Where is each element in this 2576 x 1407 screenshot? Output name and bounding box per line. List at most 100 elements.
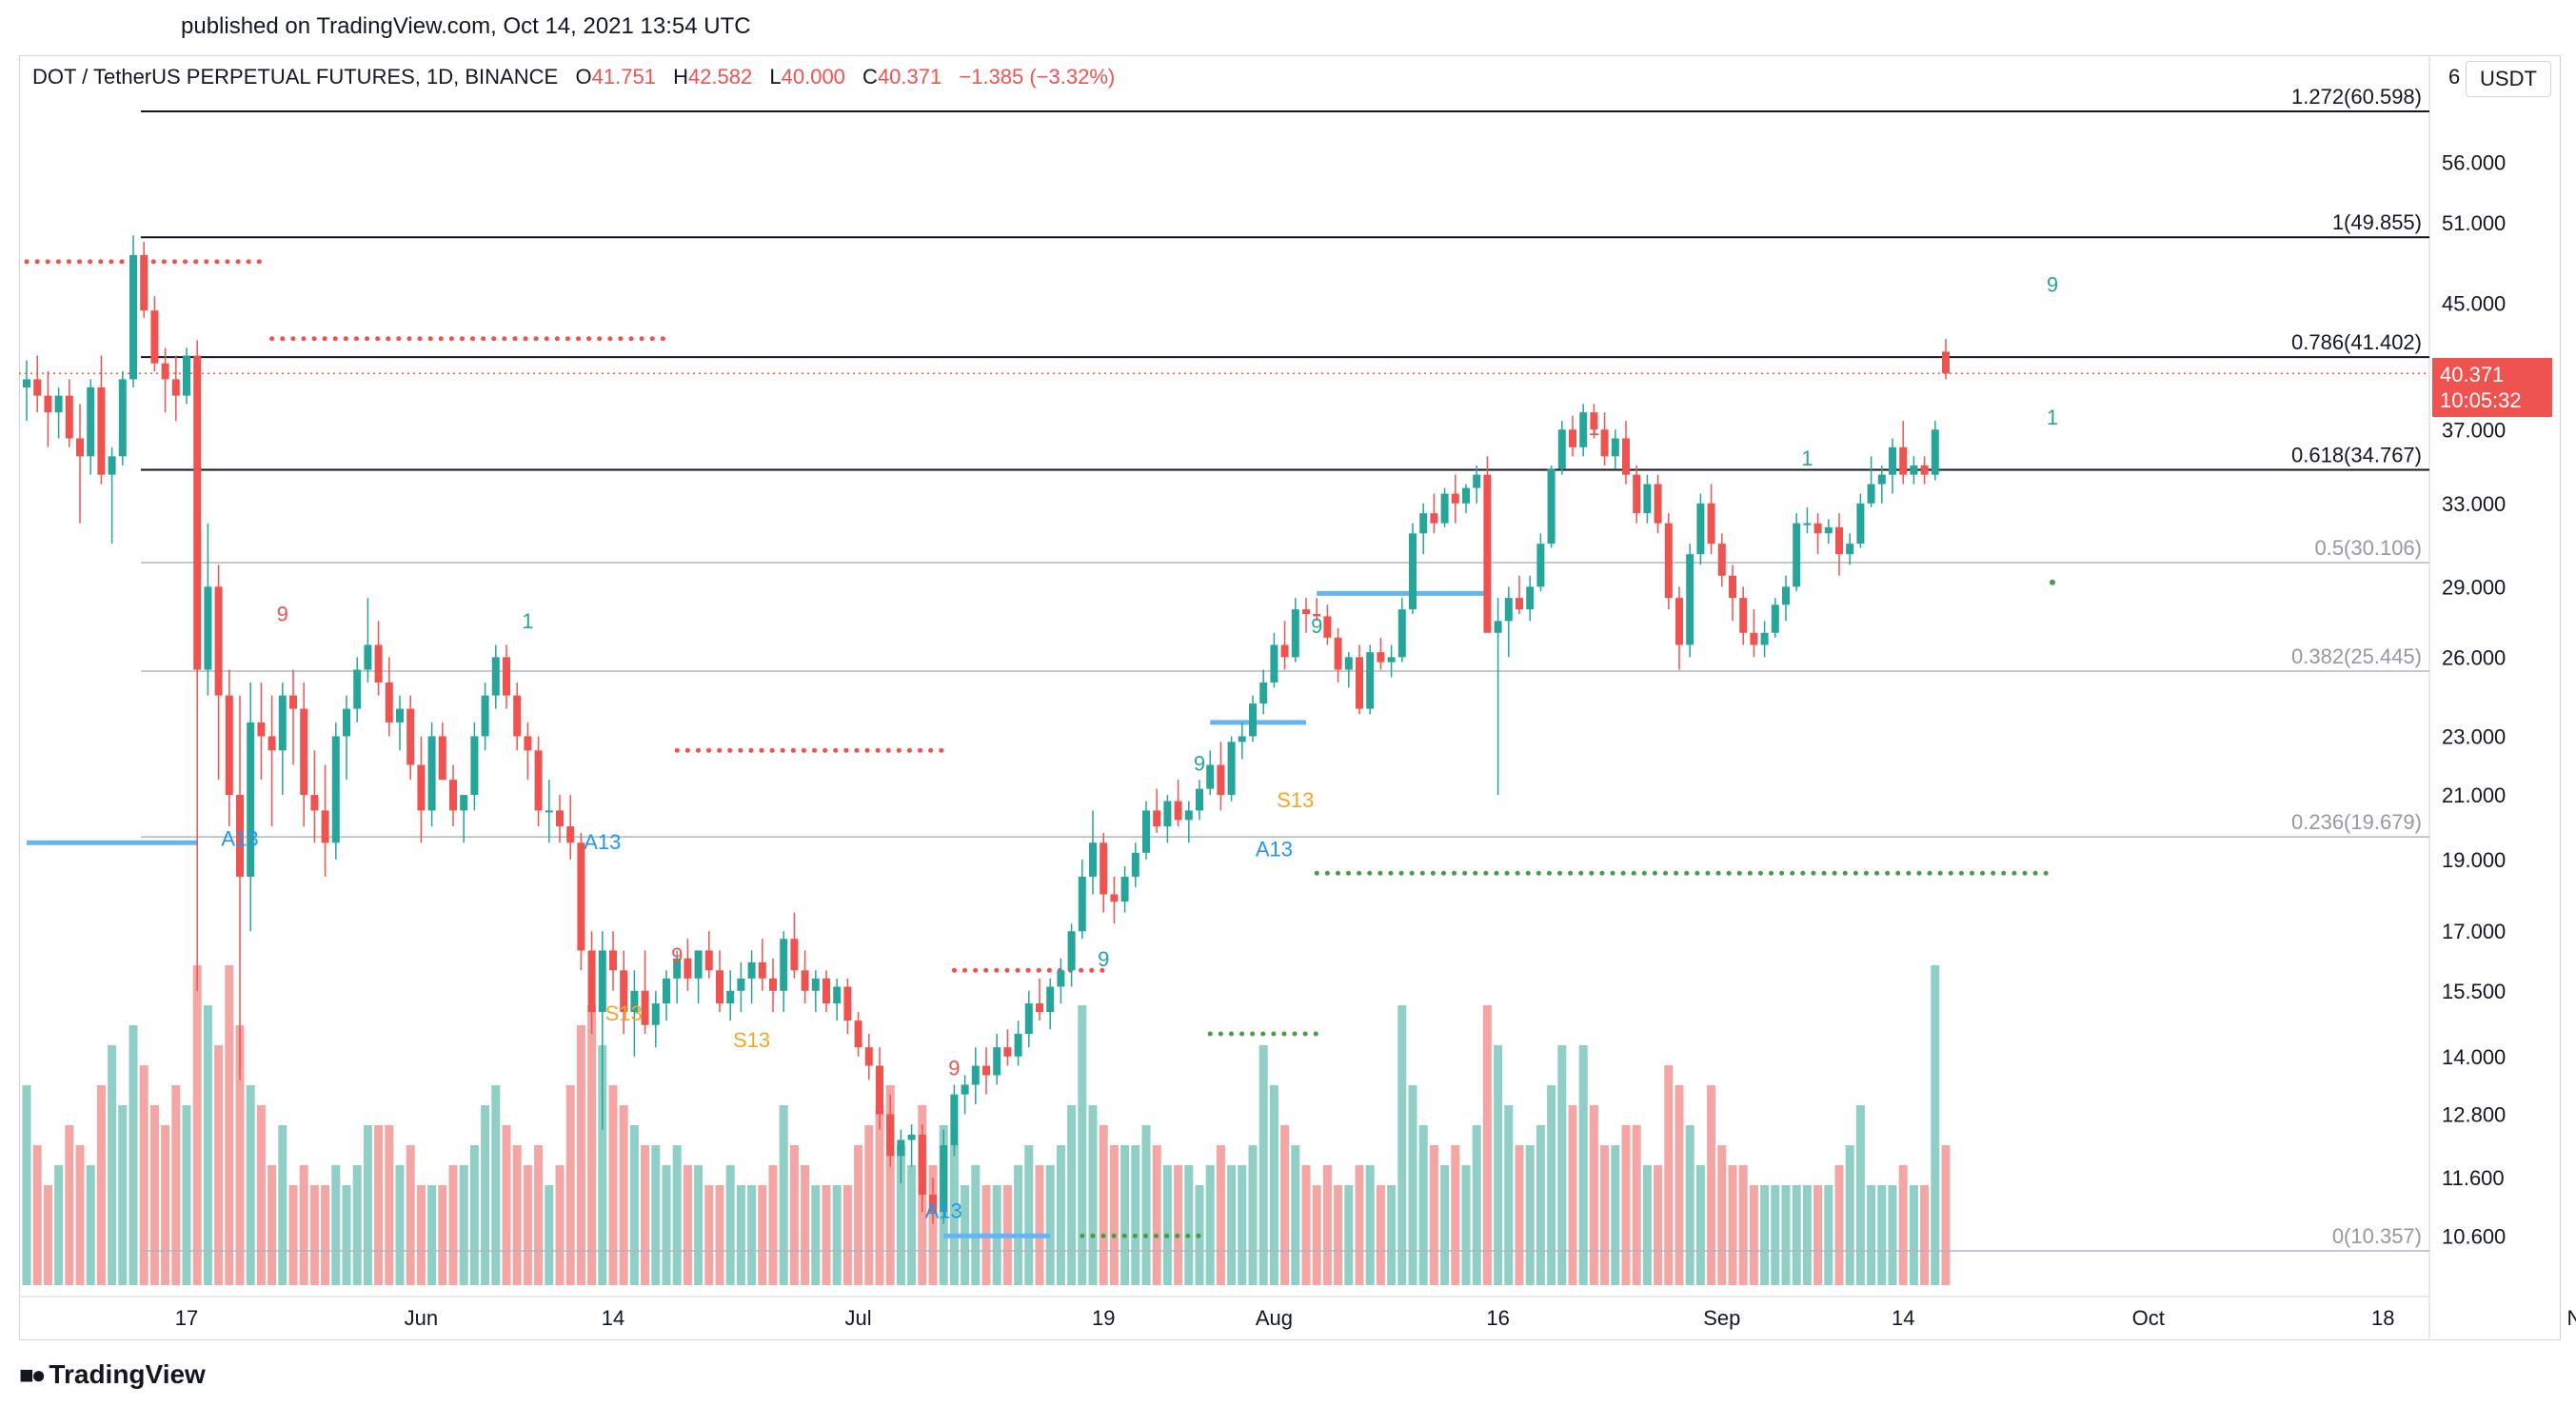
candle-body — [726, 990, 735, 1004]
fib-level-label: 1(49.855) — [2332, 210, 2422, 234]
candle-body — [1377, 652, 1385, 663]
candle-body — [982, 1065, 990, 1076]
volume-bar — [1760, 1185, 1770, 1285]
volume-bar — [1014, 1165, 1023, 1285]
volume-bar — [971, 1165, 981, 1285]
candle-body — [534, 750, 543, 811]
volume-bar — [565, 1085, 575, 1285]
volume-bar — [256, 1105, 266, 1285]
volume-bar — [523, 1165, 532, 1285]
volume-bar — [139, 1065, 149, 1285]
volume-bar — [1088, 1105, 1098, 1285]
candle-body — [1153, 810, 1161, 827]
candle-body — [1846, 544, 1854, 555]
volume-bar — [832, 1185, 842, 1285]
candle-body — [1856, 503, 1865, 545]
price-tick-label: 23.000 — [2442, 724, 2506, 748]
volume-bar — [182, 1105, 191, 1285]
candle-body — [289, 695, 297, 709]
price-tick-label: 11.600 — [2442, 1166, 2505, 1190]
high-value: 42.582 — [687, 65, 753, 89]
candle-body — [1036, 1003, 1043, 1013]
volume-bar — [149, 1105, 159, 1285]
candle-body — [1046, 986, 1055, 1013]
volume-bar — [225, 965, 234, 1285]
candle-body — [343, 708, 350, 737]
volume-bar — [1482, 1005, 1492, 1285]
price-tick-label: 19.000 — [2442, 848, 2506, 872]
time-tick-label: 14 — [1892, 1306, 1914, 1330]
fib-level-label: 0.618(34.767) — [2291, 443, 2422, 466]
candle-body — [940, 1145, 948, 1213]
fib-level-label: 0(10.357) — [2332, 1224, 2422, 1248]
volume-bar — [608, 1085, 618, 1285]
volume-bar — [1515, 1145, 1524, 1285]
candle-body — [577, 842, 585, 951]
candle-body — [1750, 632, 1758, 645]
candle-body — [1793, 523, 1801, 587]
candle-body — [268, 736, 276, 751]
candle-body — [374, 644, 383, 683]
volume-bar — [1387, 1185, 1397, 1285]
candle-body — [1462, 487, 1470, 504]
candle-body — [1696, 503, 1705, 555]
volume-bar — [374, 1125, 384, 1285]
candle-body — [1270, 644, 1278, 683]
volume-bar — [385, 1125, 394, 1285]
candle-body — [1494, 621, 1502, 633]
candle-body — [1067, 931, 1076, 971]
volume-bar — [662, 1165, 671, 1285]
fib-level-label: 1.272(60.598) — [2291, 85, 2422, 109]
volume-bar — [779, 1105, 788, 1285]
sequential-count-marker: 9 — [277, 602, 288, 625]
currency-unit-button[interactable]: USDT — [2466, 61, 2551, 97]
candle-body — [1877, 474, 1886, 485]
candle-body — [1344, 657, 1353, 670]
candle-body — [481, 695, 489, 737]
candle-body — [1089, 842, 1097, 877]
time-tick-label: 14 — [602, 1306, 624, 1330]
candle-body — [225, 695, 233, 796]
volume-bar — [214, 1045, 224, 1285]
volume-bar — [598, 1045, 607, 1285]
candle-body — [1643, 484, 1652, 514]
volume-bar — [1738, 1165, 1748, 1285]
candle-body — [364, 644, 372, 670]
volume-bar — [1355, 1165, 1364, 1285]
candle-body — [1024, 1003, 1033, 1035]
candle-body — [321, 810, 329, 843]
candle-body — [427, 736, 436, 811]
volume-bar — [801, 1165, 810, 1285]
candle-body — [758, 961, 766, 979]
volume-bar — [1109, 1145, 1119, 1285]
candle-body — [737, 978, 745, 991]
volume-bar — [1568, 1105, 1577, 1285]
volume-bar — [1099, 1125, 1108, 1285]
volume-bar — [1312, 1185, 1321, 1285]
volume-bar — [1547, 1085, 1556, 1285]
volume-bar — [1035, 1165, 1044, 1285]
tradingview-logo[interactable]: ■● TradingView — [19, 1359, 206, 1390]
volume-bar — [1771, 1185, 1780, 1285]
low-label: L — [769, 65, 782, 89]
volume-bar — [1888, 1185, 1897, 1285]
candle-body — [1686, 554, 1694, 645]
candle-body — [1739, 598, 1748, 633]
candle-body — [1782, 586, 1790, 605]
candle-body — [1174, 801, 1182, 821]
candle-body — [1835, 526, 1843, 555]
price-tick-label: 21.000 — [2442, 783, 2506, 807]
close-label: C — [862, 65, 878, 89]
time-tick-label: Oct — [2132, 1306, 2165, 1330]
candle-body — [1356, 657, 1363, 709]
volume-bar — [704, 1185, 714, 1285]
candle-body — [1440, 493, 1449, 524]
candle-body — [23, 379, 30, 387]
candle-body — [1771, 604, 1779, 633]
candle-body — [204, 586, 212, 670]
time-tick-label: Nov — [2566, 1306, 2576, 1330]
candle-body — [641, 990, 649, 1025]
volume-bar — [1621, 1125, 1631, 1285]
symbol-title[interactable]: DOT / TetherUS PERPETUAL FUTURES, 1D, BI… — [32, 65, 559, 89]
